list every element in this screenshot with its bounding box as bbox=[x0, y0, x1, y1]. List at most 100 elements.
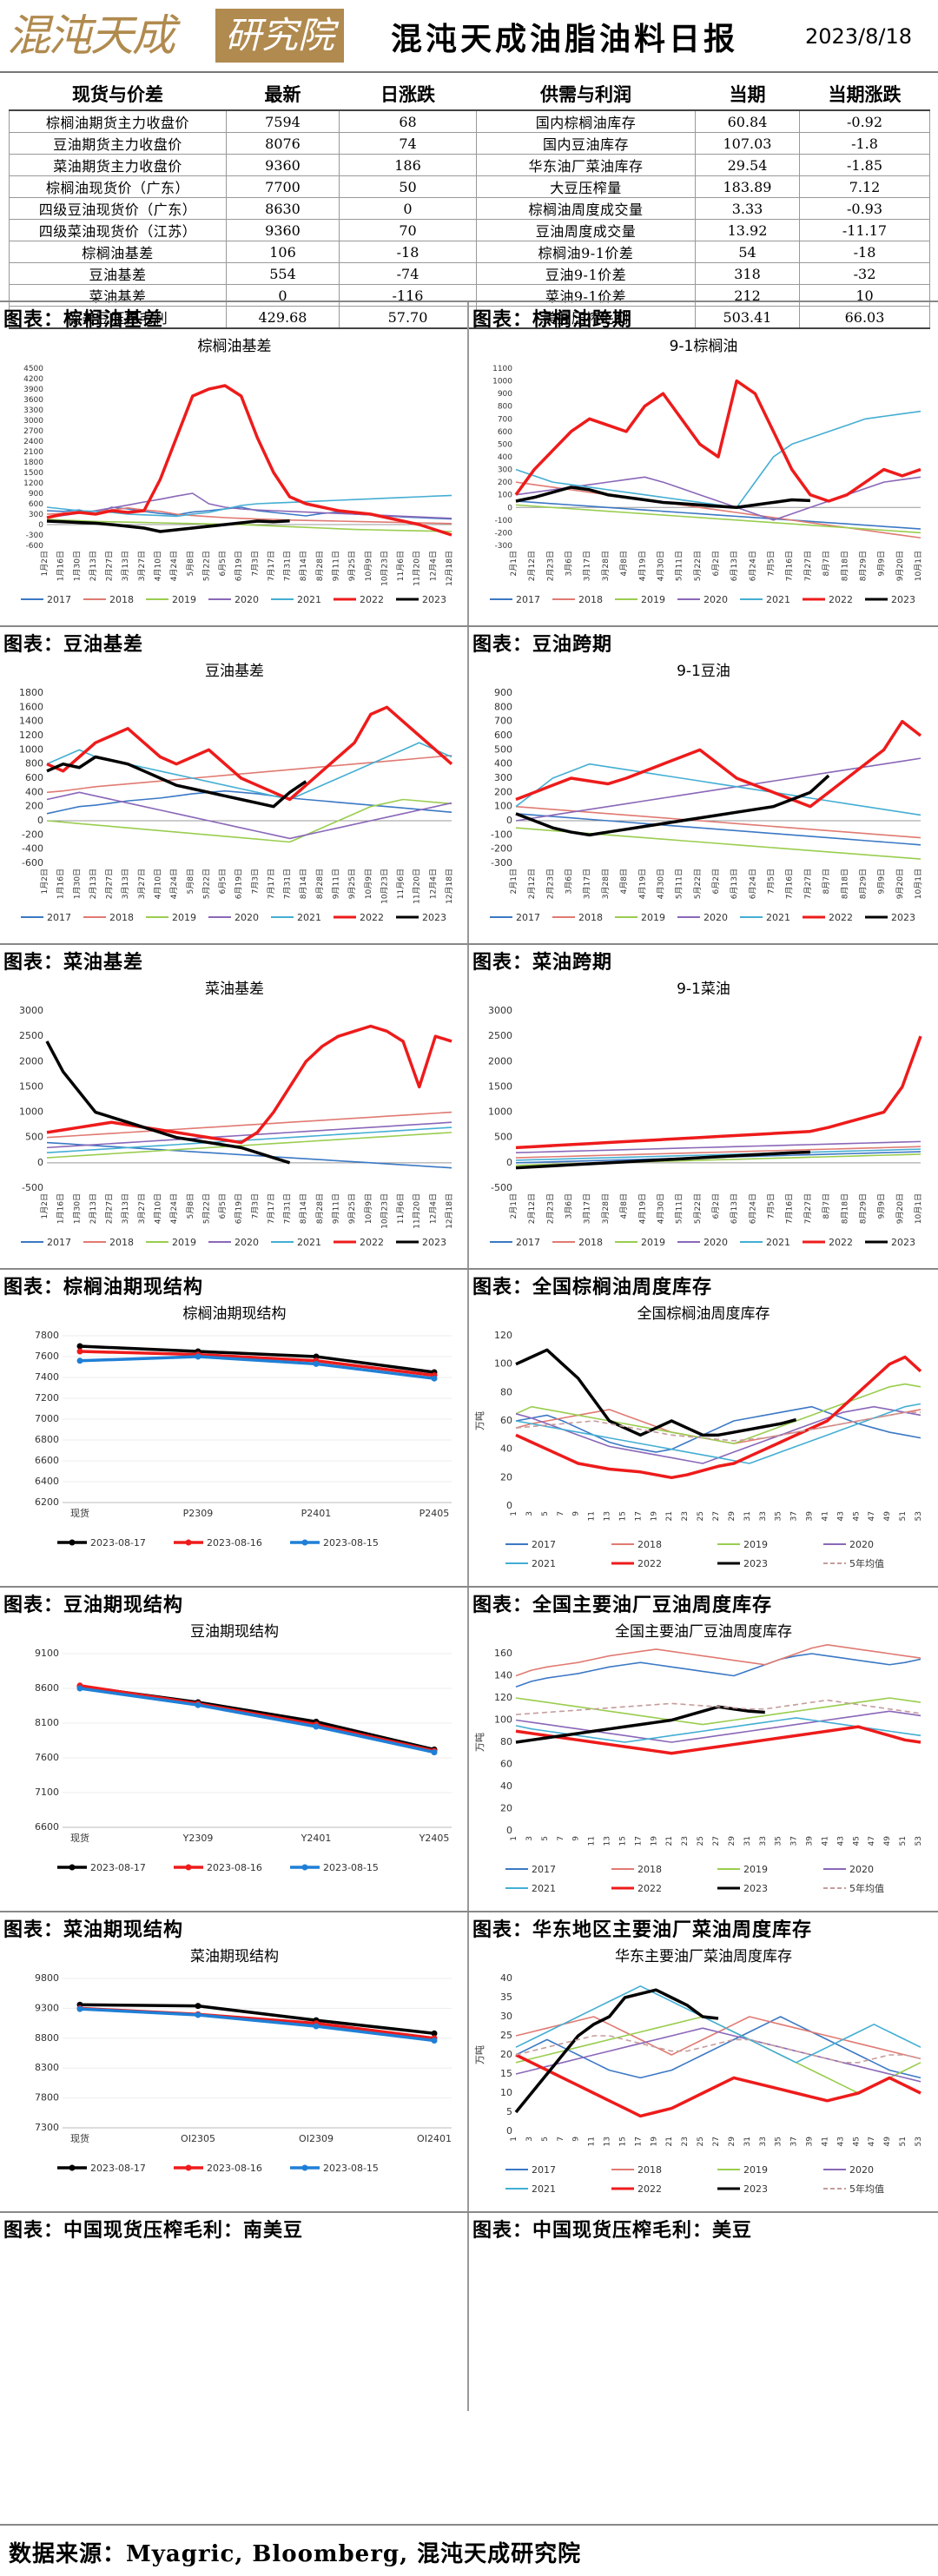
x-tick-label: 7月3日 bbox=[250, 551, 260, 576]
x-tick-label: 11 bbox=[588, 2137, 597, 2146]
panel-title: 图表：菜油跨期 bbox=[472, 951, 613, 974]
x-tick-label: 6月5日 bbox=[218, 869, 228, 894]
row-value-left: 106 bbox=[226, 241, 340, 263]
x-tick-label: 51 bbox=[899, 1836, 908, 1846]
x-tick-label: 1月2日 bbox=[40, 551, 50, 576]
legend-label: 2021 bbox=[532, 2183, 556, 2195]
panel-title: 图表：豆油期现结构 bbox=[3, 1594, 184, 1616]
x-tick-label: 2月23日 bbox=[545, 1193, 555, 1224]
row-change-right: -1.85 bbox=[799, 154, 930, 176]
x-tick-label: 1月16日 bbox=[56, 1193, 66, 1224]
table-row: 南美豆压榨毛利 429.68 57.70 美豆压榨毛利 503.41 66.03 bbox=[9, 306, 930, 329]
chart: 豆油期现结构 6600 7100 7600 8100 8600 9100 现货 Y2309 Y24… bbox=[35, 1623, 452, 1873]
series-line bbox=[515, 1146, 921, 1159]
y-tick-label: -500 bbox=[22, 1182, 43, 1193]
row-value-right: 212 bbox=[695, 284, 800, 307]
x-tick-label: 33 bbox=[759, 1836, 768, 1846]
x-tick-label: 8月28日 bbox=[315, 869, 325, 899]
x-tick-label: 25 bbox=[697, 1836, 705, 1846]
series-line bbox=[46, 494, 452, 518]
x-tick-label: 49 bbox=[883, 2137, 892, 2147]
x-tick-label: 41 bbox=[821, 1511, 829, 1521]
x-tick-label: 21 bbox=[665, 2137, 674, 2146]
y-tick-label: 60 bbox=[500, 1415, 512, 1426]
y-tick-label: 600 bbox=[29, 500, 43, 509]
legend-label: 2021 bbox=[532, 1558, 556, 1569]
series-line bbox=[46, 789, 452, 815]
chart-title: 9-1棕榈油 bbox=[670, 338, 738, 355]
chart-panel: 图表：中国现货压榨毛利：南美豆南美豆现货压榨毛利-400-20002004006… bbox=[0, 2211, 469, 2242]
x-tick-label: Y2401 bbox=[301, 1833, 332, 1844]
legend-label: 2023 bbox=[743, 1883, 768, 1894]
chart-title: 豆油基差 bbox=[205, 663, 264, 680]
x-tick-label: 6月19日 bbox=[234, 551, 244, 581]
legend-label: 2020 bbox=[849, 1539, 874, 1550]
legend-label: 2020 bbox=[704, 594, 728, 605]
legend-label: 2023-08-15 bbox=[323, 1537, 379, 1549]
x-tick-label: 10月23日 bbox=[380, 1193, 389, 1229]
x-tick-label: 8月18日 bbox=[840, 551, 849, 581]
x-tick-label: 43 bbox=[836, 1836, 845, 1846]
series-line bbox=[515, 485, 810, 510]
row-value-right: 60.84 bbox=[695, 109, 800, 133]
chart-panel: 图表：全国棕榈油周度库存 全国棕榈油周度库存 0 20 40 60 80 100 120 万吨 1 3… bbox=[469, 1268, 938, 1588]
row-label-left: 棕榈油基差 bbox=[9, 241, 227, 263]
series-line bbox=[515, 719, 922, 809]
y-tick-label: 4500 bbox=[23, 365, 43, 373]
chart-panel: 图表：豆油跨期 9-1豆油 -300 -200 -100 0 100 200 300 400 500… bbox=[469, 625, 938, 945]
x-tick-label: 3 bbox=[525, 1511, 534, 1516]
y-tick-label: 2100 bbox=[23, 448, 43, 457]
header-spot-spread: 现货与价差 bbox=[9, 78, 227, 111]
x-tick-label: 9月25日 bbox=[347, 1193, 357, 1224]
chart: 9-1棕榈油 -300 -200 -100 0 100 200 300 400 500 600 700… bbox=[490, 338, 923, 605]
x-tick-label: 现货 bbox=[70, 2132, 89, 2144]
y-tick-label: 80 bbox=[500, 1386, 512, 1397]
y-tick-label: 10 bbox=[500, 2087, 512, 2098]
x-tick-label: 5月22日 bbox=[693, 1193, 703, 1224]
legend-label: 2018 bbox=[637, 1864, 662, 1875]
x-tick-label: 6月24日 bbox=[748, 1193, 757, 1224]
legend-label: 2017 bbox=[532, 2164, 556, 2176]
series-line bbox=[46, 519, 290, 533]
y-tick-label: 7400 bbox=[35, 1371, 59, 1383]
row-change-left: 70 bbox=[339, 219, 477, 241]
row-label-left: 南美豆压榨毛利 bbox=[9, 306, 227, 329]
legend-label: 2022 bbox=[637, 1883, 662, 1894]
x-tick-label: 5月11日 bbox=[675, 869, 684, 899]
table-row: 棕榈油现货价（广东） 7700 50 大豆压榨量 183.89 7.12 bbox=[9, 175, 930, 198]
x-tick-label: 10月1日 bbox=[914, 1193, 923, 1224]
legend-label: 2022 bbox=[637, 2183, 662, 2195]
y-tick-label: 2400 bbox=[23, 438, 43, 446]
legend-marker bbox=[301, 1864, 308, 1871]
y-tick-label: 3600 bbox=[23, 396, 43, 405]
series-line bbox=[46, 742, 452, 801]
y-tick-label: 100 bbox=[498, 492, 512, 500]
legend-label: 2020 bbox=[849, 1864, 874, 1875]
panel-title: 图表：菜油期现结构 bbox=[3, 1919, 184, 1941]
row-label-right: 棕榈油9-1价差 bbox=[476, 241, 696, 263]
x-tick-label: 10月9日 bbox=[364, 869, 373, 899]
x-tick-label: 10月23日 bbox=[380, 869, 389, 904]
x-tick-label: 35 bbox=[775, 2137, 783, 2146]
x-tick-label: 4月8日 bbox=[619, 551, 629, 576]
y-tick-label: 0 bbox=[38, 521, 43, 530]
x-tick-label: 6月2日 bbox=[711, 1193, 721, 1219]
y-axis-label: 万吨 bbox=[474, 1733, 486, 1752]
chart-panel: 图表：中国现货压榨毛利：美豆美豆现货压榨毛利-400-2000200400600… bbox=[469, 2211, 938, 2242]
x-tick-label: 47 bbox=[868, 2137, 876, 2146]
y-tick-label: 7000 bbox=[35, 1413, 59, 1424]
y-tick-label: 7100 bbox=[35, 1787, 59, 1798]
x-tick-label: 5月22日 bbox=[693, 551, 703, 581]
x-tick-label: 6月2日 bbox=[711, 869, 721, 894]
panel-title: 图表：棕榈油基差 bbox=[3, 308, 164, 331]
x-tick-label: 6月5日 bbox=[218, 1193, 228, 1219]
y-tick-label: 5 bbox=[506, 2106, 512, 2117]
x-tick-label: 3月27日 bbox=[137, 1193, 147, 1224]
row-label-left: 四级菜油现货价（江苏） bbox=[9, 219, 227, 241]
data-point bbox=[195, 2003, 201, 2010]
legend-label: 2018 bbox=[578, 1237, 603, 1248]
chart-panel: 图表：菜油跨期 9-1菜油 -500 0 500 1000 1500 2000 2500 3000… bbox=[469, 943, 938, 1270]
y-tick-label: -300 bbox=[495, 542, 513, 551]
